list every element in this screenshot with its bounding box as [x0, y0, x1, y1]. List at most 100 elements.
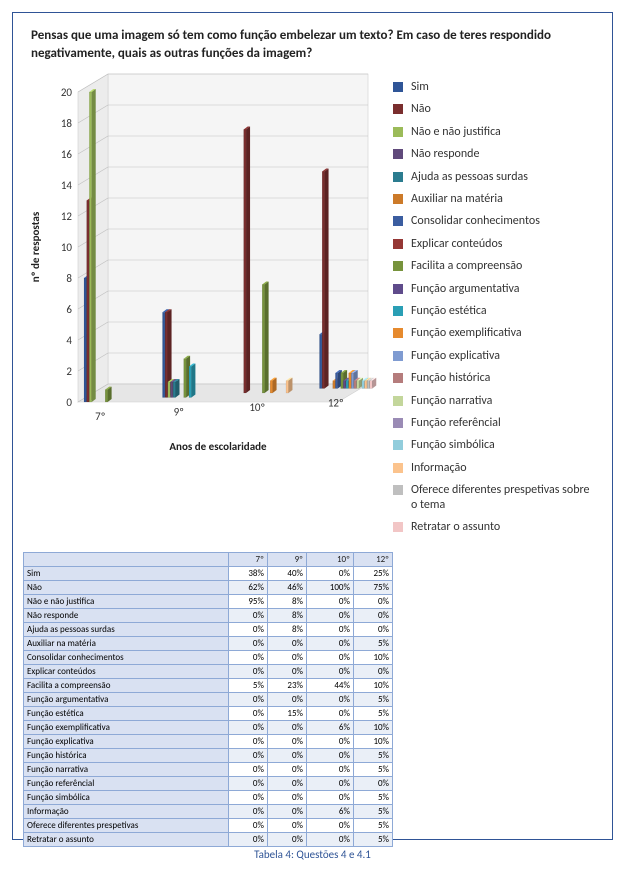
legend-swatch	[393, 261, 403, 271]
svg-text:12º: 12º	[328, 397, 344, 410]
table-cell: 5%	[353, 707, 392, 721]
table-row: Não responde0%8%0%0%	[24, 609, 393, 623]
legend-item: Não	[393, 102, 593, 116]
legend-item: Oferece diferentes prespetivas sobre o t…	[393, 483, 593, 512]
table-row: Sim38%40%0%25%	[24, 567, 393, 581]
row-label: Função argumentativa	[24, 693, 229, 707]
table-row: Função referêncial0%0%0%0%	[24, 777, 393, 791]
table-cell: 0%	[228, 791, 267, 805]
legend-label: Consolidar conhecimentos	[411, 214, 540, 228]
table-cell: 0%	[306, 637, 353, 651]
row-label: Consolidar conhecimentos	[24, 651, 229, 665]
table-cell: 0%	[267, 763, 306, 777]
table-cell: 0%	[267, 791, 306, 805]
table-cell: 0%	[306, 651, 353, 665]
table-cell: 6%	[306, 805, 353, 819]
table-cell: 75%	[353, 581, 392, 595]
legend-item: Não responde	[393, 147, 593, 161]
table-cell: 0%	[228, 763, 267, 777]
table-row: Retratar o assunto0%0%0%5%	[24, 833, 393, 847]
legend-item: Facilita a compreensão	[393, 259, 593, 273]
table-cell: 95%	[228, 595, 267, 609]
legend-swatch	[393, 373, 403, 383]
table-cell: 0%	[267, 805, 306, 819]
table-cell: 0%	[306, 707, 353, 721]
legend-label: Função narrativa	[411, 394, 492, 408]
table-cell: 8%	[267, 595, 306, 609]
table-cell: 0%	[228, 651, 267, 665]
legend-item: Explicar conteúdos	[393, 237, 593, 251]
row-label: Função simbólica	[24, 791, 229, 805]
row-label: Ajuda as pessoas surdas	[24, 623, 229, 637]
legend-item: Função simbólica	[393, 438, 593, 452]
legend-swatch	[393, 284, 403, 294]
legend-item: Ajuda as pessoas surdas	[393, 170, 593, 184]
table-row: Função histórica0%0%0%5%	[24, 749, 393, 763]
table-cell: 0%	[267, 665, 306, 679]
table-cell: 38%	[228, 567, 267, 581]
legend-label: Função exemplificativa	[411, 326, 522, 340]
table-cell: 5%	[353, 819, 392, 833]
legend-label: Auxiliar na matéria	[411, 192, 503, 206]
legend-item: Função referêncial	[393, 416, 593, 430]
table-row: Não e não justifica95%8%0%0%	[24, 595, 393, 609]
legend-item: Consolidar conhecimentos	[393, 214, 593, 228]
table-cell: 0%	[228, 623, 267, 637]
table-row: Oferece diferentes prespetivas0%0%0%5%	[24, 819, 393, 833]
table-cell: 10%	[353, 651, 392, 665]
table-cell: 5%	[353, 763, 392, 777]
legend-item: Função narrativa	[393, 394, 593, 408]
legend-label: Facilita a compreensão	[411, 259, 522, 273]
svg-text:18: 18	[61, 117, 73, 130]
legend-item: Função explicativa	[393, 349, 593, 363]
table-cell: 8%	[267, 609, 306, 623]
table-cell: 0%	[267, 819, 306, 833]
table-cell: 0%	[228, 609, 267, 623]
table-cell: 15%	[267, 707, 306, 721]
legend-item: Função exemplificativa	[393, 326, 593, 340]
table-row: Função explicativa0%0%0%10%	[24, 735, 393, 749]
table-header: 12º	[353, 553, 392, 567]
legend-label: Não	[411, 102, 431, 116]
chart-row: 02468101214161820nº de respostas7º9º10º1…	[23, 72, 602, 542]
svg-text:4: 4	[66, 334, 72, 347]
legend-item: Não e não justifica	[393, 125, 593, 139]
legend-item: Função estética	[393, 304, 593, 318]
table-cell: 100%	[306, 581, 353, 595]
table-row: Informação0%0%6%5%	[24, 805, 393, 819]
svg-text:8: 8	[66, 272, 72, 285]
table-cell: 0%	[228, 665, 267, 679]
svg-text:2: 2	[66, 365, 72, 378]
table-cell: 0%	[353, 665, 392, 679]
svg-text:7º: 7º	[95, 410, 105, 423]
legend-label: Não e não justifica	[411, 125, 501, 139]
row-label: Função referêncial	[24, 777, 229, 791]
legend-swatch	[393, 418, 403, 428]
row-label: Função exemplificativa	[24, 721, 229, 735]
table-cell: 0%	[306, 833, 353, 847]
legend-swatch	[393, 216, 403, 226]
svg-text:nº de respostas: nº de respostas	[29, 211, 42, 282]
table-cell: 0%	[306, 693, 353, 707]
table-row: Explicar conteúdos0%0%0%0%	[24, 665, 393, 679]
table-cell: 5%	[353, 805, 392, 819]
legend-swatch	[393, 522, 403, 532]
table-row: Função narrativa0%0%0%5%	[24, 763, 393, 777]
legend: SimNãoNão e não justificaNão respondeAju…	[393, 72, 593, 542]
table-cell: 5%	[353, 833, 392, 847]
legend-label: Explicar conteúdos	[411, 237, 502, 251]
row-label: Sim	[24, 567, 229, 581]
table-cell: 0%	[306, 749, 353, 763]
table-cell: 6%	[306, 721, 353, 735]
table-cell: 5%	[353, 749, 392, 763]
table-cell: 0%	[267, 777, 306, 791]
percentages-table: 7º9º10º12ºSim38%40%0%25%Não62%46%100%75%…	[23, 552, 393, 847]
legend-swatch	[393, 463, 403, 473]
legend-label: Função argumentativa	[411, 282, 520, 296]
row-label: Função estética	[24, 707, 229, 721]
table-cell: 40%	[267, 567, 306, 581]
legend-label: Função simbólica	[411, 438, 495, 452]
legend-swatch	[393, 82, 403, 92]
table-cell: 25%	[353, 567, 392, 581]
legend-label: Função estética	[411, 304, 487, 318]
